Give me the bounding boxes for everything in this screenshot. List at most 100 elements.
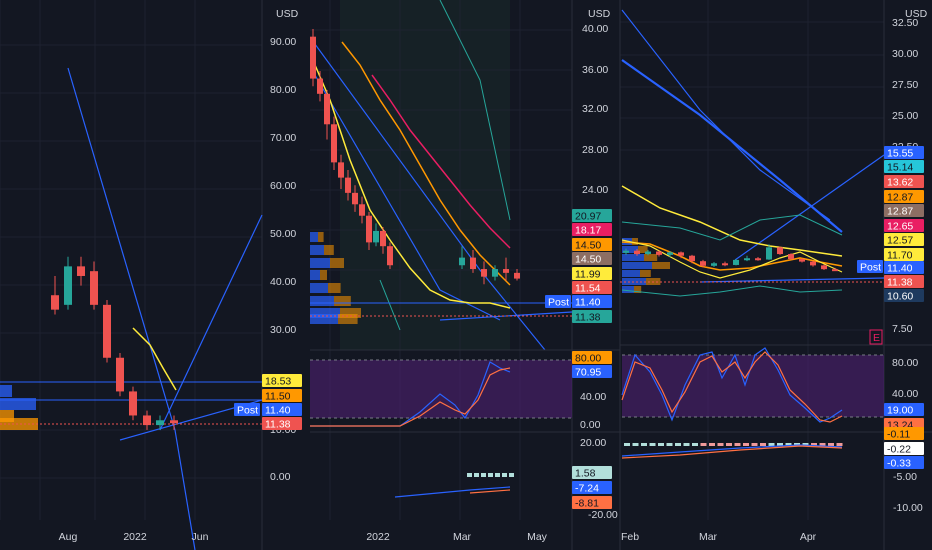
p3-candle-body [700,261,706,266]
p3-price-badge-bg [884,146,924,159]
p3-macd-hist-bar [760,443,766,446]
p2-candle-body [352,192,358,205]
p2-volume-profile-bar [310,258,330,268]
p3-price-badge-text: 15.55 [887,148,913,160]
p2-currency-label: USD [588,8,611,20]
p2-post-badge: Post [545,295,571,309]
p2-price-badge: 11.40 [572,295,612,309]
p1-price-badge-bg [262,403,302,416]
p3-candle-body [722,263,728,266]
p1-volume-profile-bar [0,418,38,430]
p2-price-badge: 11.54 [572,281,612,295]
p2-rsi-band [310,360,572,418]
p3-ma-yellow-slow [621,185,843,257]
p3-macd-signal [621,445,843,459]
p1-y-tick: 80.00 [270,84,296,96]
p1-trendline [67,67,196,550]
p2-candle-body [317,78,323,94]
p2-macd-badge-text: -8.81 [575,498,599,510]
p3-earnings-marker-box [869,329,883,345]
p2-candle-body [380,230,386,247]
p2-x-tick: May [527,531,548,543]
p3-y-tick: 27.50 [892,79,918,91]
p3-price-badge-text: 12.87 [887,206,913,218]
p3-price-badge-text: 12.87 [887,192,913,204]
p2-volume-profile-bar [340,308,361,318]
p2-rsi-badge: 70.95 [572,365,612,379]
p2-candle-body [359,204,365,216]
p3-rsi-tick: 80.00 [892,357,918,369]
p3-price-badge-bg [884,233,924,246]
p3-candle-body [623,250,629,253]
p3-candle-body [810,261,816,266]
p3-price-badge-text: 11.40 [887,263,913,275]
p3-macd-hist-bar [726,443,732,446]
p3-candle-body [689,255,695,262]
p2-rsi-badge: 80.00 [572,351,612,365]
p3-price-badge-bg [884,219,924,232]
p1-volume-profile-bar [0,398,36,410]
p2-macd-badge: -8.81 [572,496,612,510]
p1-candle-body [77,266,85,276]
p3-price-badge: 15.55 [884,146,924,160]
p2-price-badge-text: 14.50 [575,240,601,252]
p3-price-badge-bg [884,289,924,302]
p2-volume-profile-bar [310,308,340,318]
p1-price-badge-bg [262,417,302,430]
p3-candle-body [766,247,772,260]
p3-rsi-signal [621,351,843,423]
p3-price-badge-text: 11.38 [887,277,913,289]
p3-candle-body [788,254,794,260]
p2-volume-profile-bar [318,232,324,242]
p3-price-badge-bg [884,275,924,288]
p2-x-tick: 2022 [366,531,390,543]
p1-price-badge: 18.53 [262,374,302,388]
p3-volume-profile-bar [622,286,634,293]
p2-price-badge-text: 11.38 [575,312,601,324]
p3-macd-badge-text: -0.33 [887,458,911,470]
p3-macd-tick: -10.00 [893,502,923,514]
p1-x-tick: Jun [192,531,209,543]
p3-price-badge-bg [884,175,924,188]
p2-volume-profile-bar [310,232,318,242]
p2-macd-badge-bg [572,496,612,509]
p2-volume-profile-bar [310,296,334,306]
p2-ma-orange [341,41,511,286]
p3-macd-hist-bar [802,443,809,446]
p2-rsi-signal [310,367,511,427]
p3-price-badge: 12.87 [884,190,924,204]
p2-candle-body [492,269,498,277]
p1-y-tick: 50.00 [270,228,296,240]
p2-price-badge: 18.17 [572,223,612,237]
p3-price-badge: 12.87 [884,204,924,218]
p3-price-badge: 10.60 [884,289,924,303]
p3-macd-hist-bar [683,443,690,446]
p1-price-badge: 11.50 [262,389,302,403]
p3-ma-yellow-fast [621,239,843,279]
p3-price-badge-bg [884,248,924,261]
p2-price-badge-bg [572,295,612,308]
p3-candle-body [634,250,640,255]
p2-candle-body [459,257,465,266]
p2-price-badge-text: 11.99 [575,269,601,281]
p3-trendline [699,277,885,283]
p3-price-badge: 12.65 [884,219,924,233]
p3-macd-hist-bar [785,443,792,446]
p1-x-tick: 2022 [123,531,147,543]
p3-macd-hist-bar [734,443,741,446]
p3-x-tick: Apr [800,531,817,543]
p3-candle-body [645,251,651,255]
p1-price-badge-bg [262,374,302,387]
p2-price-badge-text: 11.54 [575,283,601,295]
p3-volume-profile-bar [640,270,651,277]
p3-price-badge-bg [884,160,924,173]
p2-volume-profile-bar [330,258,344,268]
p2-macd-badge-bg [572,481,612,494]
p3-volume-profile-bar [632,238,638,245]
p1-price-badge-text: 11.50 [265,391,291,403]
p3-rsi-badge: 19.00 [884,403,924,417]
p2-price-badge-bg [572,267,612,280]
p2-price-badge: 14.50 [572,252,612,266]
